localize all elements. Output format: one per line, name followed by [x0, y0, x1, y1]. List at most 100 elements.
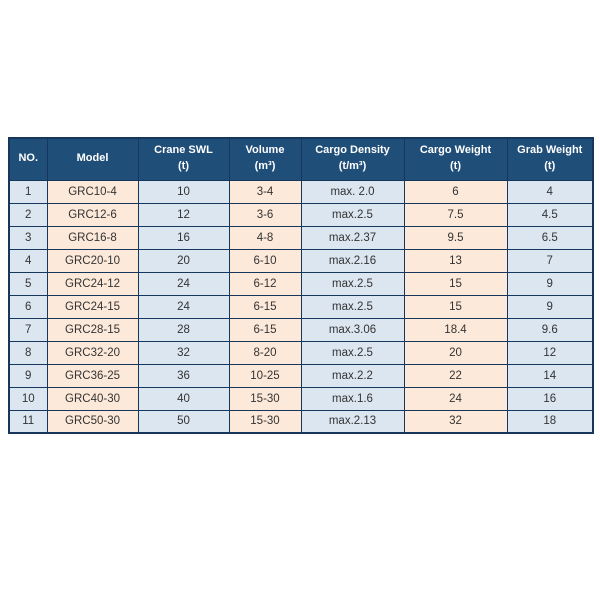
- cell-cargo_density: max.2.2: [300, 363, 405, 388]
- cell-grab_weight: 4: [506, 179, 594, 204]
- cell-cargo_weight: 15: [403, 271, 508, 296]
- cell-no: 10: [8, 386, 48, 411]
- cell-cargo_weight: 15: [403, 294, 508, 319]
- cell-grab_weight: 7: [506, 248, 594, 273]
- cell-crane_swl: 12: [137, 202, 230, 227]
- column-header-label: Crane SWL: [154, 144, 213, 157]
- cell-grab_weight: 18: [506, 409, 594, 434]
- header-row: NO. Model Crane SWL (t) Volume (m³) Cargo Dens…: [8, 137, 594, 181]
- cell-cargo_density: max.2.16: [300, 248, 405, 273]
- table-row: 6 GRC24-15 24 6-15 max.2.5 15 9: [8, 294, 594, 319]
- cell-volume: 6-15: [228, 294, 302, 319]
- cell-volume: 6-15: [228, 317, 302, 342]
- column-header-model: Model: [46, 137, 139, 181]
- cell-cargo_weight: 32: [403, 409, 508, 434]
- cell-grab_weight: 9.6: [506, 317, 594, 342]
- table-row: 2 GRC12-6 12 3-6 max.2.5 7.5 4.5: [8, 202, 594, 227]
- crane-spec-table: NO. Model Crane SWL (t) Volume (m³) Cargo Dens…: [8, 137, 594, 434]
- table-row: 7 GRC28-15 28 6-15 max.3.06 18.4 9.6: [8, 317, 594, 342]
- cell-model: GRC28-15: [46, 317, 139, 342]
- cell-cargo_density: max.2.5: [300, 202, 405, 227]
- cell-no: 9: [8, 363, 48, 388]
- cell-model: GRC20-10: [46, 248, 139, 273]
- cell-cargo_weight: 20: [403, 340, 508, 365]
- column-header-label: Model: [76, 152, 109, 165]
- cell-model: GRC10-4: [46, 179, 139, 204]
- cell-cargo_weight: 22: [403, 363, 508, 388]
- column-header-label: Cargo Density: [315, 144, 390, 157]
- table-row: 10 GRC40-30 40 15-30 max.1.6 24 16: [8, 386, 594, 411]
- cell-model: GRC24-12: [46, 271, 139, 296]
- cell-model: GRC24-15: [46, 294, 139, 319]
- cell-grab_weight: 9: [506, 294, 594, 319]
- column-header-volume: Volume (m³): [228, 137, 302, 181]
- cell-cargo_density: max. 2.0: [300, 179, 405, 204]
- cell-crane_swl: 10: [137, 179, 230, 204]
- cell-no: 2: [8, 202, 48, 227]
- cell-grab_weight: 16: [506, 386, 594, 411]
- table-header: NO. Model Crane SWL (t) Volume (m³) Cargo Dens…: [8, 137, 594, 181]
- cell-model: GRC50-30: [46, 409, 139, 434]
- cell-no: 3: [8, 225, 48, 250]
- cell-volume: 3-4: [228, 179, 302, 204]
- cell-volume: 10-25: [228, 363, 302, 388]
- cell-volume: 3-6: [228, 202, 302, 227]
- table-row: 4 GRC20-10 20 6-10 max.2.16 13 7: [8, 248, 594, 273]
- cell-cargo_density: max.2.37: [300, 225, 405, 250]
- cell-model: GRC12-6: [46, 202, 139, 227]
- cell-cargo_density: max.2.5: [300, 294, 405, 319]
- column-header-label: Cargo Weight: [419, 144, 492, 157]
- cell-crane_swl: 40: [137, 386, 230, 411]
- column-header-no: NO.: [8, 137, 48, 181]
- cell-crane_swl: 32: [137, 340, 230, 365]
- cell-no: 5: [8, 271, 48, 296]
- cell-crane_swl: 36: [137, 363, 230, 388]
- cell-volume: 6-10: [228, 248, 302, 273]
- cell-model: GRC16-8: [46, 225, 139, 250]
- cell-volume: 4-8: [228, 225, 302, 250]
- cell-cargo_weight: 18.4: [403, 317, 508, 342]
- cell-cargo_weight: 24: [403, 386, 508, 411]
- column-header-unit: (m³): [254, 160, 276, 173]
- table-row: 8 GRC32-20 32 8-20 max.2.5 20 12: [8, 340, 594, 365]
- cell-cargo_weight: 7.5: [403, 202, 508, 227]
- column-header-crane_swl: Crane SWL (t): [137, 137, 230, 181]
- cell-cargo_weight: 6: [403, 179, 508, 204]
- cell-cargo_density: max.1.6: [300, 386, 405, 411]
- cell-cargo_density: max.2.5: [300, 271, 405, 296]
- table-body: 1 GRC10-4 10 3-4 max. 2.0 6 4 2 GRC12-6 12 3-6 max.…: [8, 179, 594, 434]
- cell-volume: 8-20: [228, 340, 302, 365]
- column-header-label: Grab Weight: [517, 144, 583, 157]
- table-row: 9 GRC36-25 36 10-25 max.2.2 22 14: [8, 363, 594, 388]
- cell-cargo_weight: 9.5: [403, 225, 508, 250]
- column-header-grab_weight: Grab Weight (t): [506, 137, 594, 181]
- column-header-unit: (t): [178, 160, 189, 173]
- cell-no: 6: [8, 294, 48, 319]
- cell-model: GRC40-30: [46, 386, 139, 411]
- cell-grab_weight: 4.5: [506, 202, 594, 227]
- cell-grab_weight: 12: [506, 340, 594, 365]
- cell-grab_weight: 14: [506, 363, 594, 388]
- table-row: 5 GRC24-12 24 6-12 max.2.5 15 9: [8, 271, 594, 296]
- cell-no: 4: [8, 248, 48, 273]
- cell-volume: 15-30: [228, 386, 302, 411]
- cell-grab_weight: 9: [506, 271, 594, 296]
- cell-crane_swl: 50: [137, 409, 230, 434]
- column-header-unit: (t): [544, 160, 556, 173]
- column-header-unit: (t): [450, 160, 461, 173]
- cell-grab_weight: 6.5: [506, 225, 594, 250]
- column-header-unit: (t/m³): [338, 160, 367, 173]
- column-header-cargo_weight: Cargo Weight (t): [403, 137, 508, 181]
- cell-cargo_weight: 13: [403, 248, 508, 273]
- cell-model: GRC36-25: [46, 363, 139, 388]
- cell-crane_swl: 20: [137, 248, 230, 273]
- cell-crane_swl: 28: [137, 317, 230, 342]
- cell-cargo_density: max.2.5: [300, 340, 405, 365]
- cell-no: 7: [8, 317, 48, 342]
- column-header-label: NO.: [18, 152, 39, 165]
- cell-no: 8: [8, 340, 48, 365]
- table-row: 3 GRC16-8 16 4-8 max.2.37 9.5 6.5: [8, 225, 594, 250]
- cell-no: 11: [8, 409, 48, 434]
- column-header-cargo_density: Cargo Density (t/m³): [300, 137, 405, 181]
